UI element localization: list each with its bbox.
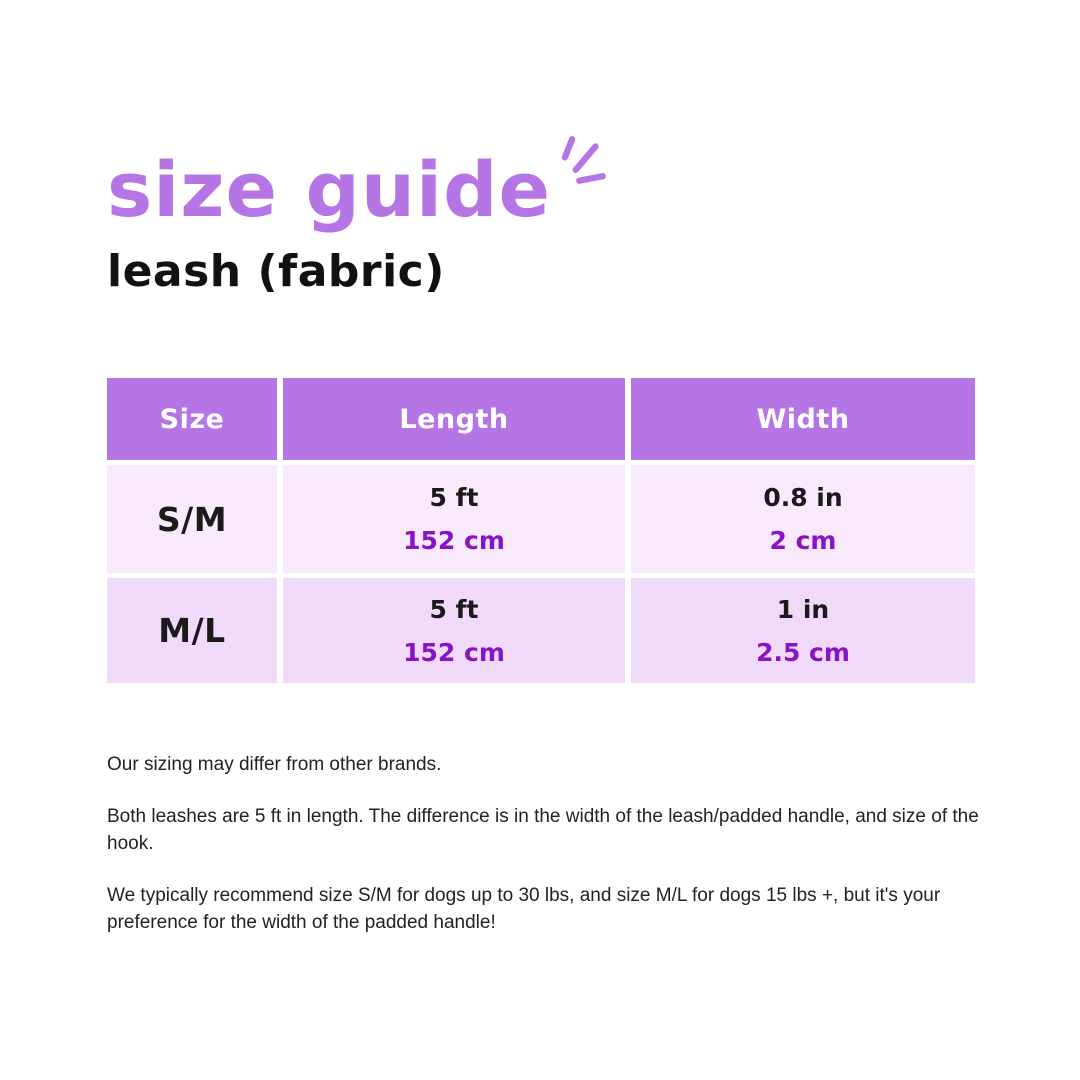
page-title: size guide — [107, 136, 606, 234]
column-header-length: Length — [283, 378, 625, 460]
length-imperial-value: 5 ft — [429, 594, 479, 624]
width-imperial-value: 1 in — [776, 594, 830, 624]
table-row-ml-width: 1 in 2.5 cm — [631, 578, 975, 683]
size-table: Size Length Width S/M 5 ft 152 cm 0.8 in… — [107, 378, 975, 683]
header: size guide leash (fabric) — [107, 136, 606, 298]
table-row-ml-size: M/L — [107, 578, 277, 683]
page-title-text: size guide — [107, 145, 552, 234]
length-metric-value: 152 cm — [403, 526, 505, 555]
notes: Our sizing may differ from other brands.… — [107, 751, 983, 961]
width-metric-value: 2 cm — [769, 526, 837, 555]
table-row-sm-width: 0.8 in 2 cm — [631, 465, 975, 573]
table-row-ml-length: 5 ft 152 cm — [283, 578, 625, 683]
note-recommendation: We typically recommend size S/M for dogs… — [107, 885, 941, 933]
note-length-difference: Both leashes are 5 ft in length. The dif… — [107, 806, 979, 854]
column-header-width: Width — [631, 378, 975, 460]
note-sizing-differs: Our sizing may differ from other brands. — [107, 754, 442, 775]
width-imperial-value: 0.8 in — [763, 483, 843, 512]
length-imperial-value: 5 ft — [429, 483, 479, 512]
length-metric-value: 152 cm — [403, 637, 505, 667]
sparkle-accent-icon — [561, 136, 606, 184]
table-row-sm-length: 5 ft 152 cm — [283, 465, 625, 573]
page-subtitle: leash (fabric) — [107, 245, 445, 297]
table-row-sm-size: S/M — [107, 465, 277, 573]
width-metric-value: 2.5 cm — [756, 637, 850, 667]
column-header-size: Size — [107, 378, 277, 460]
